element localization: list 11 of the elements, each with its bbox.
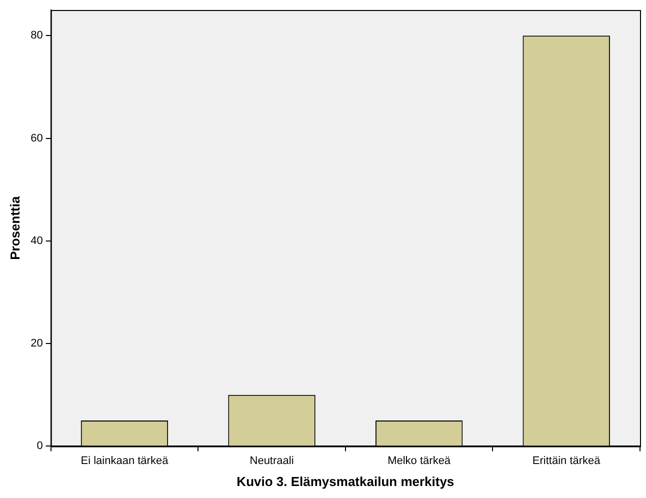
y-tick-label: 0 — [36, 440, 43, 452]
x-axis-title: Kuvio 3. Elämysmatkailun merkitys — [236, 474, 454, 489]
y-axis-title: Prosenttia — [7, 196, 22, 260]
x-tick-label: Erittäin tärkeä — [532, 454, 602, 467]
x-tick-label: Ei lainkaan tärkeä — [80, 454, 170, 467]
x-tick-label: Neutraali — [250, 454, 294, 467]
y-tick-label: 20 — [30, 338, 43, 350]
y-tick-label: 40 — [30, 234, 43, 247]
y-tick-label: 60 — [30, 132, 43, 144]
y-tick-label: 80 — [30, 30, 43, 42]
x-tick-label: Melko tärkeä — [388, 454, 452, 467]
